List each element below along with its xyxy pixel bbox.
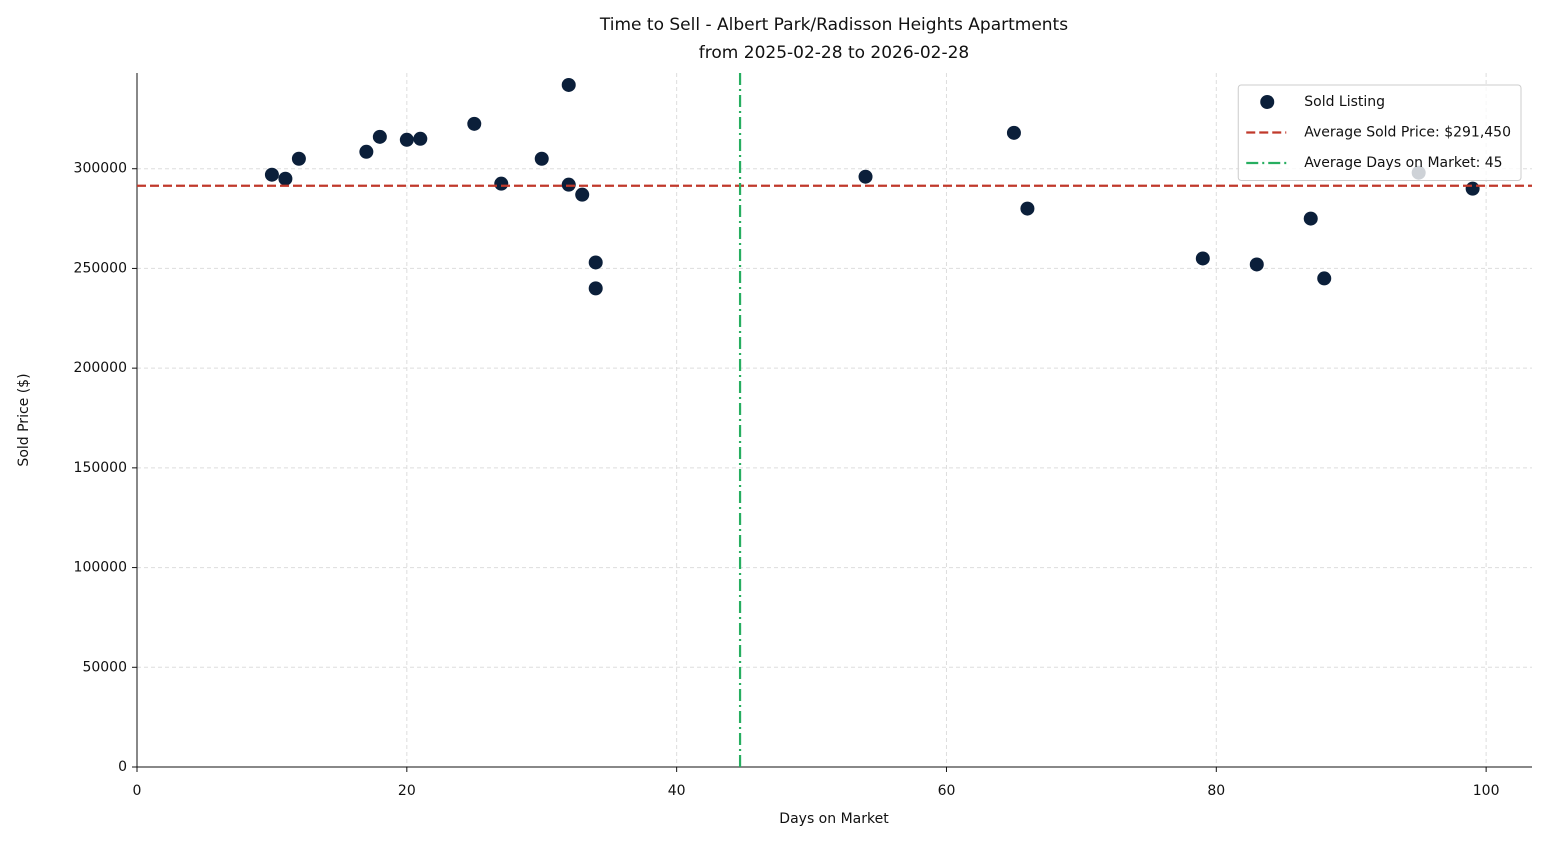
point xyxy=(278,171,293,186)
y-tick-label: 0 xyxy=(118,759,127,775)
point xyxy=(588,255,603,270)
point xyxy=(372,129,387,144)
y-tick-label: 150000 xyxy=(74,460,127,476)
point xyxy=(1020,201,1035,216)
point xyxy=(1006,125,1021,140)
y-tick-label: 200000 xyxy=(74,360,127,376)
y-tick-label: 50000 xyxy=(82,659,127,675)
point xyxy=(561,77,576,92)
point xyxy=(1317,271,1332,286)
y-tick-label: 300000 xyxy=(74,161,127,177)
point xyxy=(858,169,873,184)
chart-title: Time to Sell - Albert Park/Radisson Heig… xyxy=(599,15,1068,35)
legend-label: Average Days on Market: 45 xyxy=(1304,155,1502,171)
point xyxy=(467,116,482,131)
legend: Sold Listing Average Sold Price: $291,450… xyxy=(1237,84,1522,181)
point xyxy=(1303,211,1318,226)
point xyxy=(291,151,306,166)
point xyxy=(264,167,279,182)
y-tick-label: 100000 xyxy=(74,560,127,576)
x-tick-label: 80 xyxy=(1207,783,1225,799)
x-axis-label: Days on Market xyxy=(779,811,889,827)
y-tick-label: 250000 xyxy=(74,260,127,276)
legend-label: Sold Listing xyxy=(1304,94,1385,110)
legend-label: Average Sold Price: $291,450 xyxy=(1304,125,1511,141)
legend-box xyxy=(1237,84,1522,181)
point xyxy=(534,151,549,166)
point xyxy=(1195,251,1210,266)
point xyxy=(575,187,590,202)
chart-subtitle: from 2025-02-28 to 2026-02-28 xyxy=(699,43,969,63)
point xyxy=(1465,181,1480,196)
point xyxy=(588,281,603,296)
point xyxy=(413,131,428,146)
point xyxy=(359,144,374,159)
x-tick-label: 0 xyxy=(133,783,142,799)
point xyxy=(399,132,414,147)
point xyxy=(494,176,509,191)
x-tick-label: 60 xyxy=(938,783,956,799)
y-axis-label: Sold Price ($) xyxy=(16,373,32,466)
x-tick-label: 100 xyxy=(1473,783,1500,799)
point xyxy=(1249,257,1264,272)
legend-marker xyxy=(1260,95,1275,109)
x-tick-label: 40 xyxy=(668,783,686,799)
x-tick-label: 20 xyxy=(398,783,416,799)
